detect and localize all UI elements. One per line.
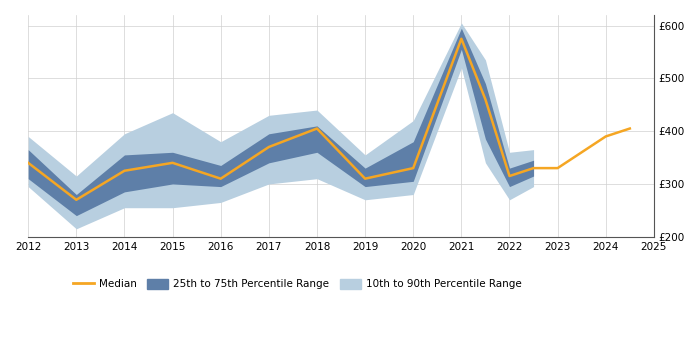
Legend: Median, 25th to 75th Percentile Range, 10th to 90th Percentile Range: Median, 25th to 75th Percentile Range, 1… [69,275,526,294]
